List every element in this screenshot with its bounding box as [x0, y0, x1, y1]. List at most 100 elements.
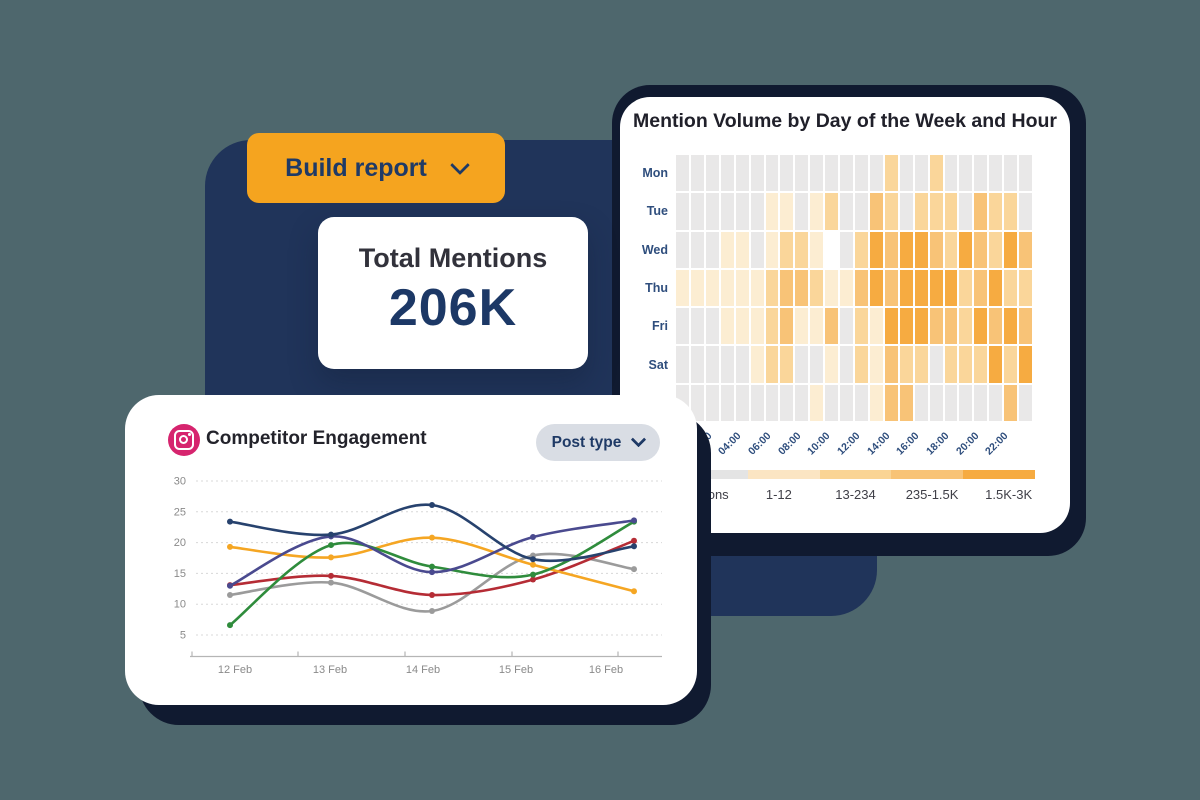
heatmap-cell	[959, 193, 973, 230]
svg-text:25: 25	[174, 506, 186, 518]
day-label: Mon	[642, 166, 668, 181]
heatmap-cell	[884, 384, 898, 421]
heatmap-cell	[825, 155, 839, 192]
heatmap-cell	[795, 155, 809, 192]
heatmap-cell	[750, 269, 764, 307]
competitor-line-chart: 30 25 20 15 10 5 12 Feb 13 Feb 14 Feb 15 Feb 16 Fe…	[174, 476, 662, 676]
heatmap-cell	[869, 308, 883, 345]
heatmap-cell	[944, 384, 958, 421]
heatmap-cell	[914, 308, 928, 345]
heatmap-cell	[944, 193, 958, 230]
heatmap-cell	[944, 269, 958, 307]
heatmap-cell	[780, 231, 794, 268]
heatmap-cell	[750, 384, 764, 421]
heatmap-cell	[959, 308, 973, 345]
heatmap-cell	[840, 193, 853, 230]
heatmap-cell	[795, 193, 809, 230]
post-type-dropdown[interactable]: Post type	[536, 424, 660, 461]
heatmap-cell	[840, 308, 853, 345]
heatmap-cell	[810, 193, 824, 230]
heatmap-cell	[929, 384, 943, 421]
heatmap-cell	[676, 231, 689, 268]
heatmap-cell	[1019, 269, 1032, 307]
heatmap-cell	[929, 346, 943, 383]
heatmap-cell	[855, 346, 868, 383]
heatmap-cell	[944, 231, 958, 268]
heatmap-cell	[914, 155, 928, 192]
heatmap-cell	[780, 269, 794, 307]
heatmap-cell	[899, 346, 913, 383]
heatmap-cell	[750, 308, 764, 345]
heatmap-cell	[720, 346, 734, 383]
heatmap-cell	[705, 384, 719, 421]
heatmap-cell	[1019, 346, 1032, 383]
heatmap-cell	[1019, 231, 1032, 268]
heatmap-cell	[914, 269, 928, 307]
legend-label: 1.5K-3K	[985, 487, 1033, 502]
heatmap-cell	[825, 231, 839, 268]
total-mentions-value: 206K	[388, 279, 518, 337]
heatmap-cell	[810, 155, 824, 192]
heatmap-grid	[676, 155, 1032, 421]
svg-text:10: 10	[174, 599, 186, 611]
heatmap-cell	[855, 308, 868, 345]
heatmap-cell	[929, 308, 943, 345]
heatmap-cell	[690, 269, 704, 307]
heatmap-cell	[780, 308, 794, 345]
heatmap-cell	[795, 308, 809, 345]
build-report-button[interactable]: Build report	[247, 133, 505, 203]
heatmap-cell	[735, 308, 749, 345]
heatmap-cell	[899, 231, 913, 268]
heatmap-cell	[795, 269, 809, 307]
chevron-down-icon	[449, 155, 470, 176]
heatmap-cell	[765, 269, 779, 307]
heatmap-cell	[765, 384, 779, 421]
heatmap-cell	[959, 384, 973, 421]
heatmap-cell	[735, 155, 749, 192]
total-mentions-title: Total Mentions	[358, 243, 548, 273]
heatmap-cell	[780, 346, 794, 383]
heatmap-cell	[989, 346, 1003, 383]
heatmap-cell	[765, 346, 779, 383]
legend-label: 1-12	[765, 487, 792, 502]
heatmap-cell	[974, 308, 988, 345]
heatmap-cell	[884, 269, 898, 307]
heatmap-cell	[750, 346, 764, 383]
heatmap-cell	[780, 155, 794, 192]
legend-swatch	[676, 470, 748, 479]
heatmap-cell	[959, 346, 973, 383]
heatmap-cell	[690, 193, 704, 230]
heatmap-cell	[720, 308, 734, 345]
heatmap-cell	[705, 346, 719, 383]
heatmap-cell	[855, 155, 868, 192]
heatmap-cell	[855, 193, 868, 230]
heatmap-title: Mention Volume by Day of the Week and Ho…	[633, 110, 1057, 132]
heatmap-cell	[884, 346, 898, 383]
heatmap-cell	[840, 231, 853, 268]
heatmap-cell	[705, 269, 719, 307]
heatmap-cell	[944, 308, 958, 345]
heatmap-cell	[884, 231, 898, 268]
heatmap-cell	[989, 308, 1003, 345]
heatmap-cell	[765, 231, 779, 268]
heatmap-cell	[676, 193, 689, 230]
heatmap-cell	[810, 308, 824, 345]
heatmap-cell	[914, 231, 928, 268]
svg-text:13 Feb: 13 Feb	[313, 664, 347, 676]
line-series-competitor-navy	[228, 503, 636, 563]
heatmap-cell	[690, 384, 704, 421]
heatmap-cell	[765, 308, 779, 345]
legend-swatch	[963, 470, 1035, 479]
heatmap-cell	[884, 155, 898, 192]
heatmap-cell	[810, 346, 824, 383]
svg-text:14 Feb: 14 Feb	[406, 664, 440, 676]
heatmap-cell	[899, 155, 913, 192]
heatmap-cell	[959, 155, 973, 192]
heatmap-cell	[914, 346, 928, 383]
heatmap-cell	[676, 155, 689, 192]
heatmap-cell	[720, 231, 734, 268]
heatmap-cell	[929, 269, 943, 307]
heatmap-cell	[825, 193, 839, 230]
heatmap-cell	[899, 308, 913, 345]
competitor-title: Competitor Engagement	[206, 428, 427, 449]
